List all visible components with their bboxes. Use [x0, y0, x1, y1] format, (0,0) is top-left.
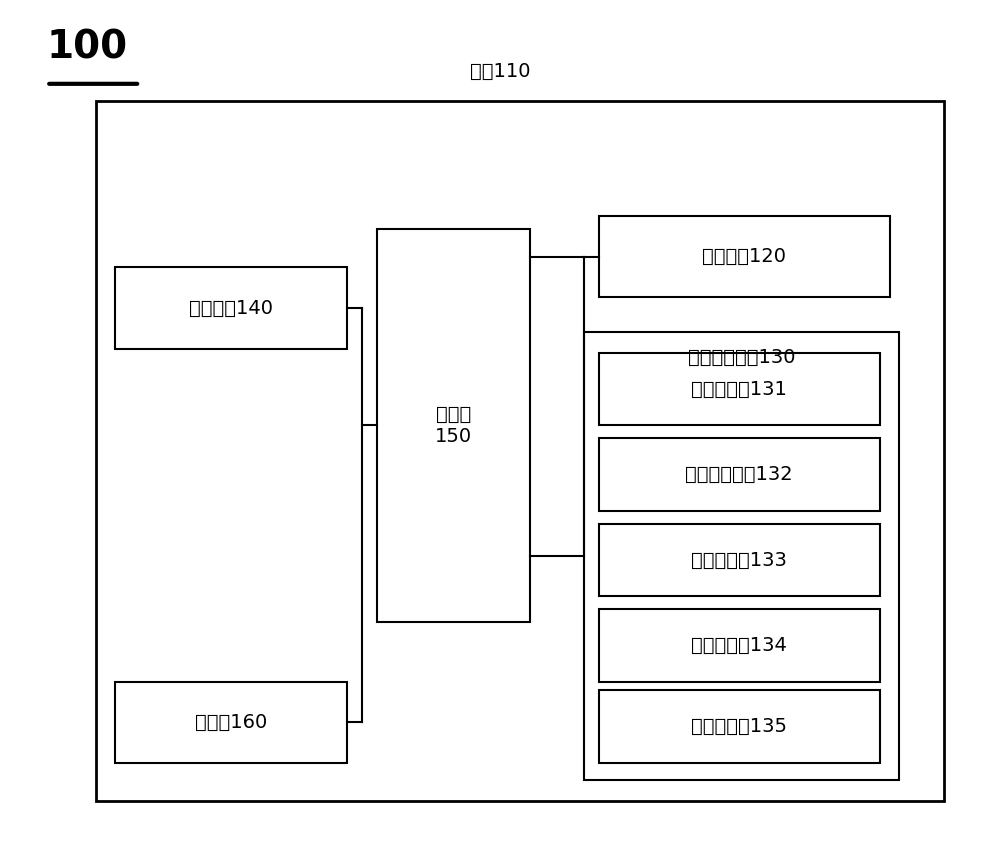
Bar [584, 332, 899, 780]
Text: 热成像传感器132: 热成像传感器132 [685, 465, 793, 484]
Text: 处理器
150: 处理器 150 [435, 405, 472, 446]
Bar [599, 690, 880, 763]
Bar [96, 101, 944, 801]
Text: 视觉传感器131: 视觉传感器131 [691, 379, 787, 398]
Text: 通信系统140: 通信系统140 [189, 299, 273, 318]
Bar [599, 523, 880, 596]
Bar [599, 353, 880, 425]
Bar [377, 229, 530, 621]
Text: 声呐传感器133: 声呐传感器133 [691, 550, 787, 569]
Text: 存储器160: 存储器160 [195, 713, 267, 732]
Text: 多传感器系统130: 多传感器系统130 [688, 347, 795, 366]
Bar [599, 438, 880, 511]
Text: 动力系统120: 动力系统120 [702, 247, 786, 266]
Bar [115, 267, 347, 349]
Text: 100: 100 [46, 29, 128, 66]
Bar [115, 681, 347, 763]
Text: 定位传感器134: 定位传感器134 [691, 636, 787, 654]
Text: 气象传感器135: 气象传感器135 [691, 717, 787, 736]
Text: 船体110: 船体110 [470, 62, 530, 81]
Bar [599, 216, 890, 298]
Bar [599, 609, 880, 681]
